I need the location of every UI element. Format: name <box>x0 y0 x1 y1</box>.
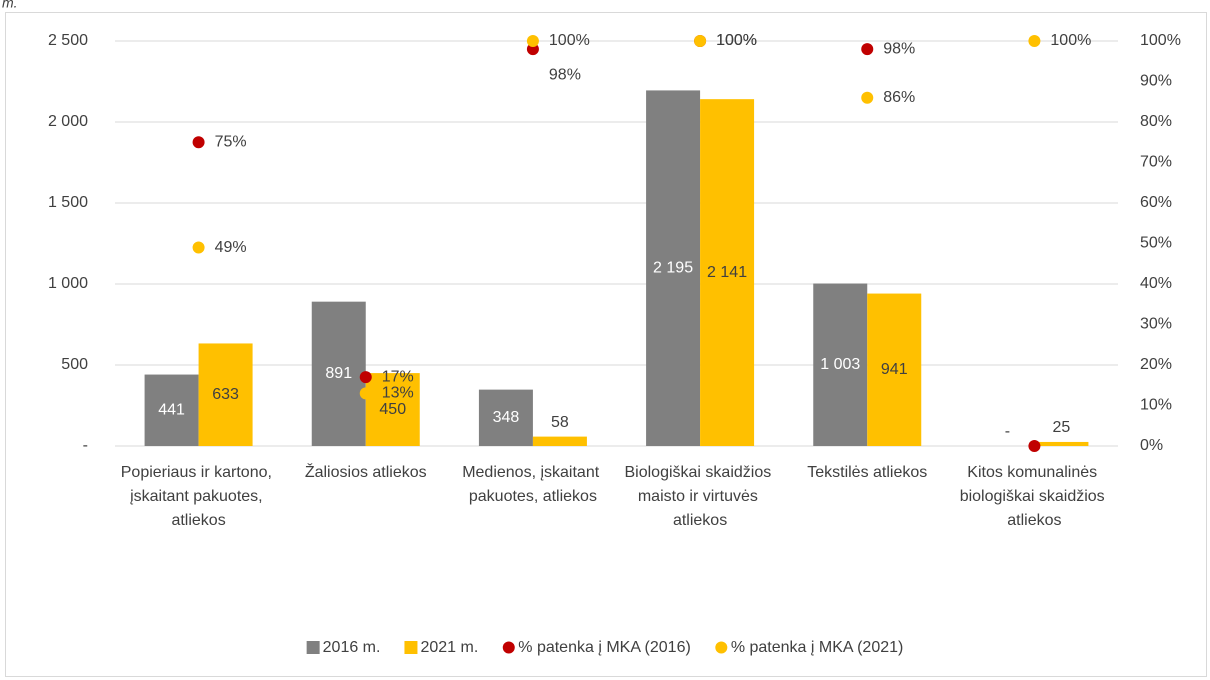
point <box>1028 440 1041 452</box>
data-label: 100% <box>716 32 757 49</box>
data-label: 891 <box>325 365 352 382</box>
bar <box>813 283 868 446</box>
x-tick-label: Žaliosios atliekos <box>305 462 427 481</box>
data-label: 2 141 <box>707 264 747 281</box>
y-tick-label: 1 000 <box>48 275 88 292</box>
y2-tick-label: 10% <box>1140 397 1172 414</box>
point <box>526 35 539 47</box>
point <box>861 43 874 56</box>
data-label: 17% <box>382 368 414 385</box>
data-label: - <box>1005 423 1010 440</box>
point <box>1028 35 1041 47</box>
legend-label: 2021 m. <box>420 639 478 656</box>
bar <box>700 99 755 447</box>
data-label: 2 195 <box>653 259 693 276</box>
legend-label: % patenka į MKA (2021) <box>731 639 904 656</box>
data-label: 941 <box>881 361 908 378</box>
bar <box>198 343 253 446</box>
legend-label: 2016 m. <box>323 639 381 656</box>
x-tick-label: Tekstilės atliekos <box>807 464 927 481</box>
y-tick-label: 2 500 <box>48 32 88 49</box>
data-label: 49% <box>215 239 247 256</box>
y2-tick-label: 100% <box>1140 32 1181 49</box>
bar <box>311 301 366 446</box>
y2-tick-label: 30% <box>1140 316 1172 333</box>
data-label: 25 <box>1053 419 1071 436</box>
y2-tick-label: 70% <box>1140 154 1172 171</box>
legend-swatch <box>404 641 418 654</box>
data-label: 75% <box>215 133 247 150</box>
y2-tick-label: 0% <box>1140 437 1163 454</box>
bar <box>646 90 701 446</box>
y2-tick-label: 60% <box>1140 194 1172 211</box>
data-label: 1 003 <box>820 356 860 373</box>
data-label: 13% <box>382 385 414 402</box>
y2-tick-label: 40% <box>1140 275 1172 292</box>
data-label: 86% <box>883 89 915 106</box>
point <box>192 136 205 149</box>
y-tick-label: 2 000 <box>48 113 88 130</box>
point <box>694 35 707 47</box>
y-tick-label: - <box>83 437 88 454</box>
x-tick-label: Biologiškai skaidžios maisto ir virtuvės… <box>624 464 775 529</box>
data-label: 100% <box>1050 32 1091 49</box>
legend-swatch <box>715 641 728 654</box>
x-tick-label: Medienos, įskaitant pakuotes, atliekos <box>462 464 603 505</box>
data-label: 100% <box>549 32 590 49</box>
data-label: 348 <box>493 409 520 426</box>
y2-tick-label: 90% <box>1140 73 1172 90</box>
bar <box>867 293 922 446</box>
y2-tick-label: 50% <box>1140 235 1172 252</box>
point <box>861 91 874 104</box>
data-label: 100% <box>716 32 757 49</box>
y-tick-label: 1 500 <box>48 194 88 211</box>
bar <box>144 374 199 446</box>
data-label: 98% <box>883 40 915 57</box>
legend: 2016 m. 2021 m. % patenka į MKA (2016) % pa… <box>306 639 904 656</box>
y2-tick-label: 80% <box>1140 113 1172 130</box>
legend-swatch <box>306 641 320 654</box>
point <box>359 387 372 400</box>
legend-swatch <box>502 641 515 654</box>
point <box>192 241 205 254</box>
bar <box>365 373 420 446</box>
data-label: 58 <box>551 414 569 431</box>
data-label: 633 <box>212 386 239 403</box>
chart-border <box>5 12 1207 677</box>
x-tick-label: Kitos komunalinės biologiškai skaidžios … <box>960 464 1109 529</box>
caption-fragment: m. <box>2 0 18 11</box>
bar <box>1034 441 1089 446</box>
x-tick-label: Popieriaus ir kartono, įskaitant pakuote… <box>121 464 277 529</box>
data-label: 98% <box>549 66 581 83</box>
legend-label: % patenka į MKA (2016) <box>518 639 691 656</box>
point <box>359 371 372 384</box>
y-tick-label: 500 <box>61 356 88 373</box>
data-label: 441 <box>158 401 185 418</box>
bar <box>478 389 533 446</box>
data-label: 450 <box>379 401 406 418</box>
y2-tick-label: 20% <box>1140 356 1172 373</box>
bar <box>532 436 587 446</box>
